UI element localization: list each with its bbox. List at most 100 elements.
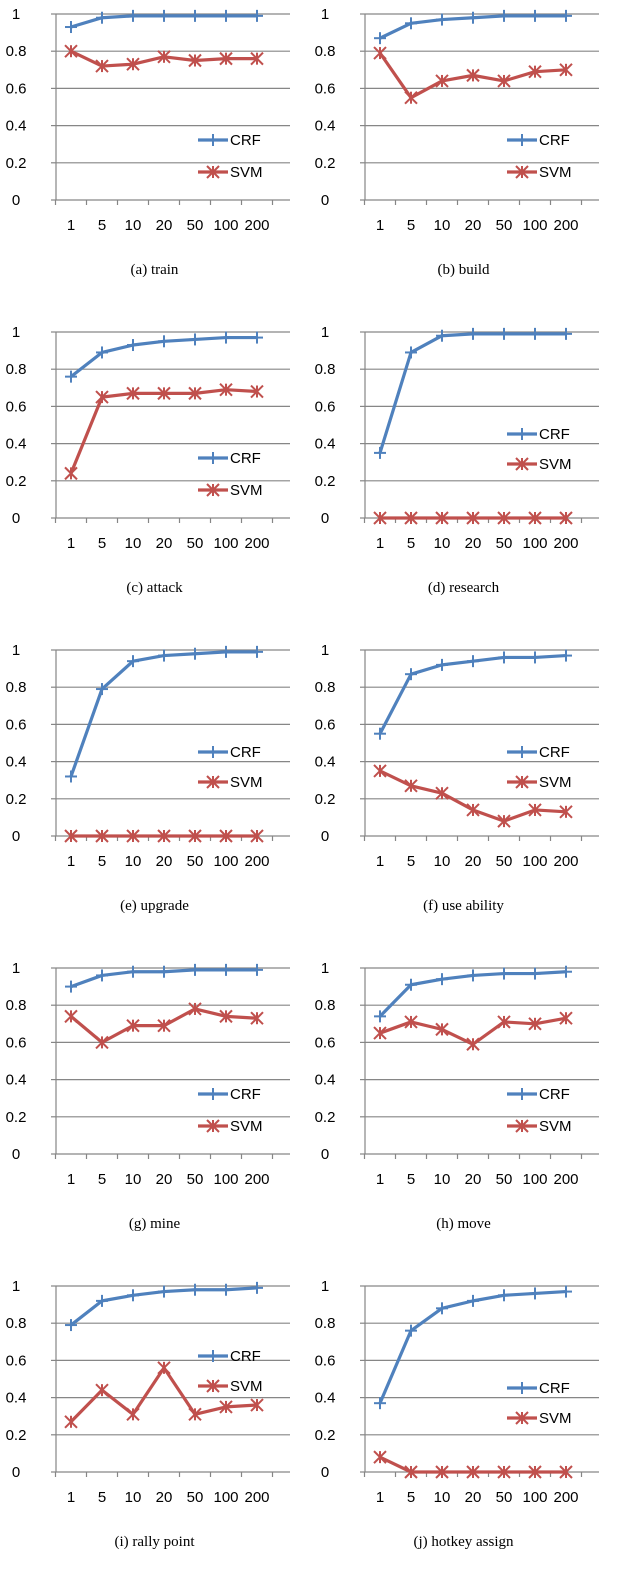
x-tick-label: 50: [496, 217, 513, 234]
legend-label: SVM: [230, 164, 263, 181]
legend-marker: [515, 165, 529, 179]
data-point-crf: [436, 13, 448, 26]
data-point-svm: [404, 1465, 418, 1479]
data-point-crf: [405, 668, 417, 681]
x-tick-label: 10: [125, 217, 142, 234]
y-tick-label: 0.4: [315, 754, 336, 771]
data-point-crf: [405, 978, 417, 991]
data-point-svm: [126, 386, 140, 401]
line-chart: 0 0.2 0.4 0.6 0.8 1 1 5 10 20 50 100 200 CRF SVM: [315, 642, 599, 870]
data-point-svm: [64, 466, 78, 481]
data-point-crf: [96, 683, 108, 696]
data-point-svm: [404, 90, 418, 105]
x-tick-label: 1: [376, 1489, 384, 1506]
y-tick-label: 0.6: [6, 1352, 27, 1369]
line-chart: 0 0.2 0.4 0.6 0.8 1 1 5 10 20 50 100 200 CRF SVM: [315, 324, 599, 552]
data-point-crf: [436, 1302, 448, 1315]
x-tick-label: 1: [376, 217, 384, 234]
y-tick-label: 0.4: [6, 436, 27, 453]
x-tick-label: 50: [187, 1489, 204, 1506]
data-point-svm: [466, 511, 480, 525]
legend-marker: [207, 452, 219, 464]
data-point-crf: [529, 1287, 541, 1300]
y-tick-label: 0.4: [315, 1390, 336, 1407]
data-point-svm: [95, 390, 109, 404]
x-tick-label: 5: [407, 217, 415, 234]
x-tick-label: 10: [125, 1171, 142, 1188]
subfigure-caption: (c) attack: [126, 580, 183, 596]
x-tick-label: 100: [213, 853, 238, 870]
data-point-svm: [373, 46, 387, 60]
data-point-crf: [467, 327, 479, 340]
data-point-svm: [157, 50, 171, 64]
y-tick-label: 0: [12, 510, 20, 527]
data-point-svm: [559, 63, 573, 77]
legend-marker: [516, 428, 528, 440]
legend-entry-crf: CRF: [507, 132, 570, 149]
x-tick-label: 200: [553, 535, 578, 552]
x-tick-label: 20: [465, 217, 482, 234]
chart-panel: 0 0.2 0.4 0.6 0.8 1 1 5 10 20 50 100 200 CRF SVM (e) up…: [0, 636, 309, 951]
y-tick-label: 1: [321, 324, 329, 341]
x-tick-label: 20: [465, 535, 482, 552]
data-point-crf: [65, 1319, 77, 1332]
data-point-svm: [435, 1022, 449, 1037]
data-point-svm: [126, 829, 140, 843]
data-point-svm: [373, 1026, 387, 1040]
data-point-svm: [466, 1465, 480, 1479]
data-point-crf: [65, 21, 77, 34]
x-tick-label: 100: [522, 1171, 547, 1188]
legend-entry-crf: CRF: [198, 1348, 261, 1365]
data-point-svm: [528, 64, 542, 79]
y-tick-label: 0.8: [6, 997, 27, 1014]
data-point-crf: [220, 1283, 232, 1296]
legend-label: SVM: [539, 1410, 572, 1427]
x-tick-label: 20: [465, 1171, 482, 1188]
data-point-crf: [529, 9, 541, 22]
legend-marker: [516, 1088, 528, 1100]
x-tick-label: 20: [156, 217, 173, 234]
data-point-crf: [405, 1324, 417, 1337]
y-tick-label: 1: [321, 6, 329, 23]
line-chart: 0 0.2 0.4 0.6 0.8 1 1 5 10 20 50 100 200 CRF SVM: [315, 960, 599, 1188]
y-tick-label: 0: [12, 828, 20, 845]
x-tick-label: 10: [125, 1489, 142, 1506]
data-point-crf: [158, 9, 170, 22]
data-point-svm: [559, 511, 573, 525]
data-point-crf: [436, 329, 448, 342]
legend-marker: [206, 1379, 220, 1393]
y-tick-label: 0.6: [315, 1352, 336, 1369]
data-point-svm: [126, 57, 140, 71]
x-tick-label: 10: [125, 853, 142, 870]
legend-marker: [206, 775, 220, 789]
data-point-svm: [435, 74, 449, 88]
chart-panel: 0 0.2 0.4 0.6 0.8 1 1 5 10 20 50 100 200 CRF SVM (f) us…: [309, 636, 618, 951]
legend-entry-crf: CRF: [507, 1380, 570, 1397]
x-tick-label: 10: [434, 1171, 451, 1188]
y-tick-label: 0: [321, 1464, 329, 1481]
x-tick-label: 100: [213, 1171, 238, 1188]
data-point-svm: [219, 382, 233, 397]
data-point-svm: [219, 1400, 233, 1414]
data-point-svm: [64, 1415, 78, 1429]
x-tick-label: 20: [156, 535, 173, 552]
legend-entry-svm: SVM: [507, 774, 572, 791]
legend-entry-crf: CRF: [198, 132, 261, 149]
legend-entry-svm: SVM: [198, 482, 263, 499]
legend-label: CRF: [539, 426, 570, 443]
legend-entry-svm: SVM: [198, 1378, 263, 1395]
y-tick-label: 0.8: [315, 1315, 336, 1332]
data-point-svm: [559, 1011, 573, 1025]
x-tick-label: 50: [187, 535, 204, 552]
line-chart: 0 0.2 0.4 0.6 0.8 1 1 5 10 20 50 100 200 CRF SVM: [6, 960, 290, 1188]
data-point-crf: [374, 446, 386, 459]
y-tick-label: 0: [12, 1464, 20, 1481]
legend-marker: [515, 457, 529, 471]
subfigure-caption: (a) train: [130, 262, 179, 278]
data-point-svm: [528, 803, 542, 817]
chart-panel: 0 0.2 0.4 0.6 0.8 1 1 5 10 20 50 100 200 CRF SVM (d) re…: [309, 318, 618, 633]
x-tick-label: 200: [553, 1171, 578, 1188]
data-point-crf: [251, 963, 263, 976]
y-tick-label: 0.2: [6, 473, 27, 490]
y-tick-label: 0.6: [6, 716, 27, 733]
